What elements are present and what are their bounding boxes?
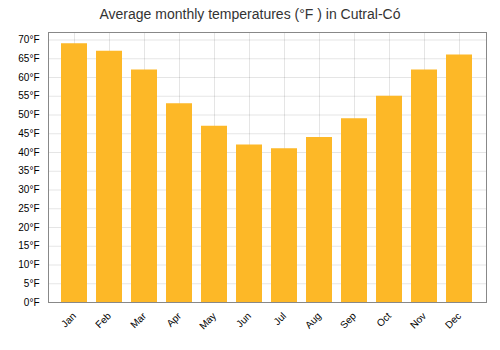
svg-text:15°F: 15°F [18, 240, 39, 251]
svg-text:40°F: 40°F [18, 147, 39, 158]
html-text:Average monthly temperatures (: Average monthly temperatures (°F ) in Cu… [99, 6, 401, 22]
svg-text:5°F: 5°F [24, 278, 40, 289]
svg-text:55°F: 55°F [18, 90, 39, 101]
svg-text:Sep: Sep [338, 310, 359, 331]
svg-text:10°F: 10°F [18, 259, 39, 270]
svg-text:Mar: Mar [128, 310, 148, 330]
svg-text:Nov: Nov [408, 310, 428, 330]
svg-text:Feb: Feb [93, 310, 113, 330]
svg-text:50°F: 50°F [18, 109, 39, 120]
svg-text:45°F: 45°F [18, 128, 39, 139]
svg-text:30°F: 30°F [18, 184, 39, 195]
svg-text:Apr: Apr [164, 310, 183, 329]
svg-text:70°F: 70°F [18, 34, 39, 45]
svg-text:65°F: 65°F [18, 53, 39, 64]
svg-text:Oct: Oct [374, 310, 393, 329]
svg-text:May: May [197, 310, 218, 331]
svg-text:Jun: Jun [234, 310, 253, 329]
svg-text:Jan: Jan [59, 310, 78, 329]
svg-text:60°F: 60°F [18, 72, 39, 83]
svg-text:0°F: 0°F [24, 297, 40, 308]
svg-text:25°F: 25°F [18, 203, 39, 214]
svg-text:Jul: Jul [271, 310, 288, 327]
svg-text:35°F: 35°F [18, 165, 39, 176]
svg-text:20°F: 20°F [18, 222, 39, 233]
svg-text:Aug: Aug [303, 310, 323, 330]
svg-text:Dec: Dec [443, 310, 463, 330]
